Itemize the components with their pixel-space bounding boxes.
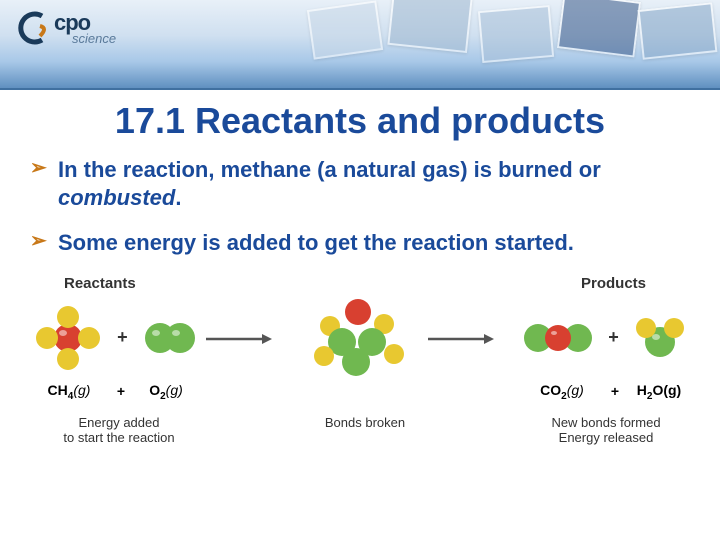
formula-row: CH4(g) + O2(g) CO2(g) + H2O(g) (30, 382, 690, 402)
bullet-1: In the reaction, methane (a natural gas)… (30, 156, 690, 211)
formula-ch4: CH4(g) (34, 382, 104, 402)
banner-collage (300, 0, 720, 90)
bullet-1-pre: In the reaction, methane (a natural gas)… (58, 157, 601, 182)
bullet-2: Some energy is added to get the reaction… (30, 229, 690, 257)
caption-middle: Bonds broken (305, 415, 425, 445)
reactants-header: Reactants (64, 275, 136, 292)
bullet-2-pre: Some energy is added to get the reaction… (58, 230, 574, 255)
arrow-2 (426, 331, 516, 345)
plus-2: + (600, 327, 627, 348)
reaction-diagram: Reactants Products + (30, 275, 690, 446)
formula-h2o: H2O(g) (632, 382, 686, 402)
molecule-co2 (522, 316, 594, 360)
caption-right: New bonds formed Energy released (526, 415, 686, 445)
arrow-1 (204, 331, 294, 345)
caption-left: Energy added to start the reaction (34, 415, 204, 445)
header-banner: cpo science (0, 0, 720, 90)
caption-row: Energy added to start the reaction Bonds… (30, 415, 690, 445)
molecule-row: + (30, 298, 690, 378)
plus-1: + (109, 327, 136, 348)
formula-o2: O2(g) (138, 382, 194, 402)
logo-sub-text: science (72, 32, 116, 45)
logo: cpo science (12, 8, 116, 48)
molecule-o2 (142, 313, 198, 363)
logo-icon (12, 8, 52, 48)
bullet-1-em: combusted (58, 185, 175, 210)
molecule-broken (300, 298, 420, 378)
bullet-1-post: . (175, 185, 181, 210)
molecule-h2o (633, 314, 687, 362)
slide-title: 17.1 Reactants and products (30, 100, 690, 142)
products-header: Products (581, 275, 646, 292)
formula-co2: CO2(g) (526, 382, 598, 402)
slide-content: 17.1 Reactants and products In the react… (0, 90, 720, 445)
molecule-ch4 (33, 303, 103, 373)
